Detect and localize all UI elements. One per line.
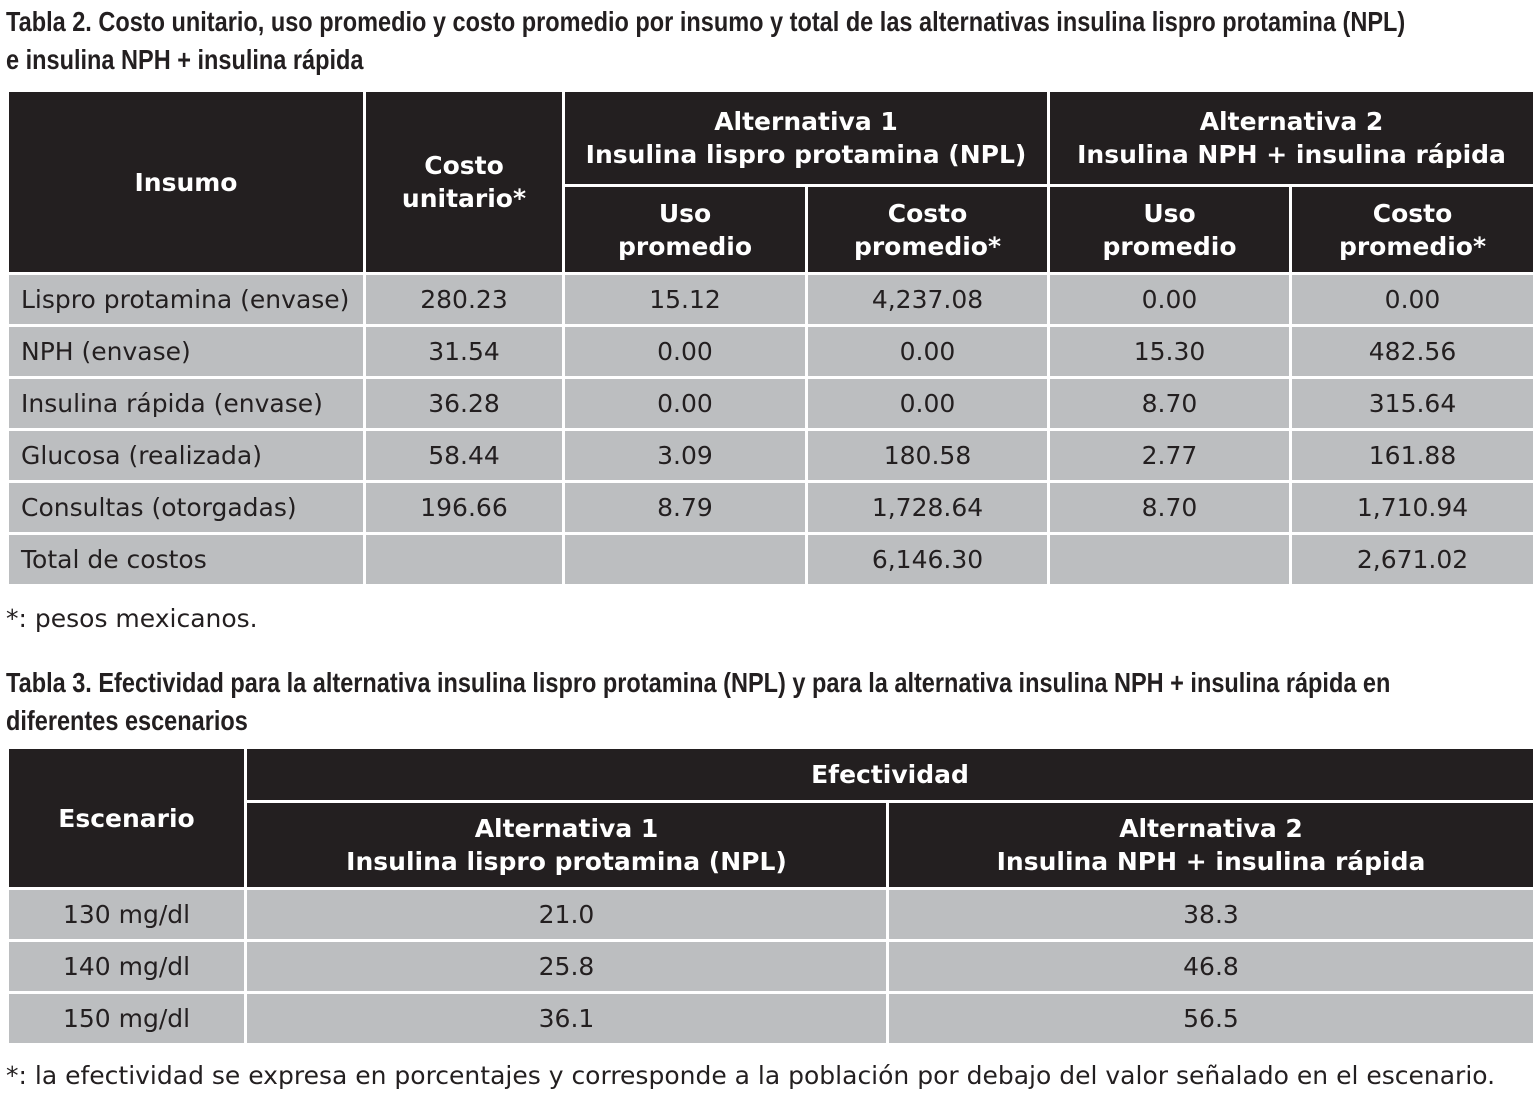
row-label: Lispro protamina (envase) bbox=[6, 272, 366, 327]
cell-value: 15.30 bbox=[1047, 324, 1292, 379]
table-row: Consultas (otorgadas) 196.66 8.79 1,728.64 8… bbox=[6, 480, 1536, 535]
cell-value: 196.66 bbox=[363, 480, 565, 535]
cell-value: 21.0 bbox=[244, 887, 889, 942]
row-label: Total de costos bbox=[6, 532, 366, 587]
cell-value: 8.79 bbox=[562, 480, 808, 535]
cell-value bbox=[1047, 532, 1292, 587]
cell-value: 2,671.02 bbox=[1288, 532, 1536, 587]
cell-value: 0.00 bbox=[1047, 272, 1292, 327]
row-label: 150 mg/dl bbox=[6, 991, 247, 1046]
table-row: Glucosa (realizada) 58.44 3.09 180.58 2.77 16… bbox=[6, 428, 1536, 483]
row-label: 140 mg/dl bbox=[6, 939, 247, 994]
row-label: Consultas (otorgadas) bbox=[6, 480, 366, 535]
effectiveness-table: Escenario Efectividad Alternativa 1 Insul… bbox=[6, 746, 1536, 1046]
cell-value: 0.00 bbox=[1288, 272, 1536, 327]
row-label: Glucosa (realizada) bbox=[6, 428, 366, 483]
cell-value: 315.64 bbox=[1288, 376, 1536, 431]
header-costo-unitario: Costo unitario* bbox=[363, 89, 565, 275]
table2-title: Tabla 2. Costo unitario, uso promedio y … bbox=[6, 3, 1526, 79]
cell-value: 36.28 bbox=[363, 376, 565, 431]
header-uso-promedio: Uso promedio bbox=[562, 184, 808, 275]
cell-value: 0.00 bbox=[562, 376, 808, 431]
table-row: NPH (envase) 31.54 0.00 0.00 15.30 482.56 bbox=[6, 324, 1536, 379]
header-insumo: Insumo bbox=[6, 89, 366, 275]
table-row: 150 mg/dl 36.1 56.5 bbox=[6, 991, 1536, 1046]
header-alternativa-2: Alternativa 2 Insulina NPH + insulina ráp… bbox=[886, 800, 1536, 890]
cell-value: 1,728.64 bbox=[805, 480, 1050, 535]
table-row: Total de costos 6,146.30 2,671.02 bbox=[6, 532, 1536, 587]
table-row: Insulina rápida (envase) 36.28 0.00 0.00 8.7… bbox=[6, 376, 1536, 431]
cell-value: 8.70 bbox=[1047, 480, 1292, 535]
table3-title: Tabla 3. Efectividad para la alternativa… bbox=[6, 664, 1526, 740]
title-line: e insulina NPH + insulina rápida bbox=[6, 44, 364, 75]
title-line: Tabla 2. Costo unitario, uso promedio y … bbox=[6, 6, 1406, 37]
cell-value: 6,146.30 bbox=[805, 532, 1050, 587]
cell-value: 15.12 bbox=[562, 272, 808, 327]
cell-value: 58.44 bbox=[363, 428, 565, 483]
cell-value: 4,237.08 bbox=[805, 272, 1050, 327]
row-label: Insulina rápida (envase) bbox=[6, 376, 366, 431]
cell-value: 482.56 bbox=[1288, 324, 1536, 379]
table-row: 130 mg/dl 21.0 38.3 bbox=[6, 887, 1536, 942]
cell-value: 161.88 bbox=[1288, 428, 1536, 483]
cell-value: 31.54 bbox=[363, 324, 565, 379]
cell-value: 180.58 bbox=[805, 428, 1050, 483]
cell-value: 1,710.94 bbox=[1288, 480, 1536, 535]
cell-value: 56.5 bbox=[886, 991, 1536, 1046]
title-line: Tabla 3. Efectividad para la alternativa… bbox=[6, 667, 1391, 698]
header-costo-promedio: Costo promedio* bbox=[1288, 184, 1536, 275]
cost-table: Insumo Costo unitario* Alternativa 1 Insul… bbox=[6, 89, 1536, 587]
cell-value: 8.70 bbox=[1047, 376, 1292, 431]
header-costo-promedio: Costo promedio* bbox=[805, 184, 1050, 275]
header-efectividad: Efectividad bbox=[244, 746, 1536, 803]
header-alternativa-2: Alternativa 2 Insulina NPH + insulina ráp… bbox=[1046, 89, 1536, 187]
cell-value: 46.8 bbox=[886, 939, 1536, 994]
header-uso-promedio: Uso promedio bbox=[1047, 184, 1292, 275]
cell-value: 38.3 bbox=[886, 887, 1536, 942]
cell-value: 280.23 bbox=[363, 272, 565, 327]
header-alternativa-1: Alternativa 1 Insulina lispro protamina (… bbox=[244, 800, 889, 890]
table-row: 140 mg/dl 25.8 46.8 bbox=[6, 939, 1536, 994]
cell-value: 2.77 bbox=[1047, 428, 1292, 483]
cell-value: 0.00 bbox=[805, 376, 1050, 431]
table2-footnote: *: pesos mexicanos. bbox=[6, 604, 258, 633]
header-escenario: Escenario bbox=[6, 746, 247, 890]
cell-value: 25.8 bbox=[244, 939, 889, 994]
table-row: Lispro protamina (envase) 280.23 15.12 4,23… bbox=[6, 272, 1536, 327]
row-label: NPH (envase) bbox=[6, 324, 366, 379]
cell-value: 0.00 bbox=[562, 324, 808, 379]
table3-footnote: *: la efectividad se expresa en porcenta… bbox=[6, 1061, 1496, 1090]
title-line: diferentes escenarios bbox=[6, 705, 248, 736]
cell-value bbox=[363, 532, 565, 587]
cell-value bbox=[562, 532, 808, 587]
row-label: 130 mg/dl bbox=[6, 887, 247, 942]
header-alternativa-1: Alternativa 1 Insulina lispro protamina (… bbox=[562, 89, 1050, 187]
cell-value: 3.09 bbox=[562, 428, 808, 483]
cell-value: 36.1 bbox=[244, 991, 889, 1046]
cell-value: 0.00 bbox=[805, 324, 1050, 379]
